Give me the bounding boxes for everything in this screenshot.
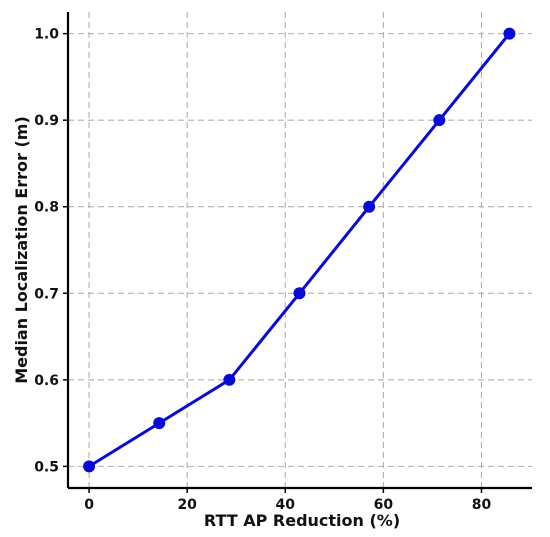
data-point <box>153 417 166 430</box>
series-layer <box>83 27 516 473</box>
y-tick-label: 0.5 <box>34 459 59 475</box>
x-tick-label: 20 <box>177 497 197 513</box>
ticks: 0 20 40 60 80 0.5 0.6 0.7 0.8 0.9 1.0 <box>34 27 491 513</box>
y-tick-label: 0.6 <box>34 373 59 389</box>
data-point <box>503 27 516 40</box>
data-point <box>433 114 446 127</box>
x-tick-label: 80 <box>472 497 492 513</box>
data-point <box>223 373 236 386</box>
x-tick-label: 0 <box>84 497 94 513</box>
y-tick-label: 0.9 <box>34 113 59 129</box>
x-tick-label: 60 <box>374 497 394 513</box>
grid <box>68 12 532 488</box>
x-axis-title: RTT AP Reduction (%) <box>204 511 400 530</box>
x-tick-label: 40 <box>276 497 296 513</box>
y-axis-title: Median Localization Error (m) <box>12 116 31 384</box>
data-point <box>293 287 306 300</box>
axes <box>66 12 532 490</box>
y-tick-label: 1.0 <box>34 27 59 43</box>
data-point <box>83 460 96 473</box>
data-point <box>363 200 376 213</box>
y-tick-label: 0.8 <box>34 200 59 216</box>
series-line <box>88 32 511 468</box>
y-tick-label: 0.7 <box>34 286 59 302</box>
